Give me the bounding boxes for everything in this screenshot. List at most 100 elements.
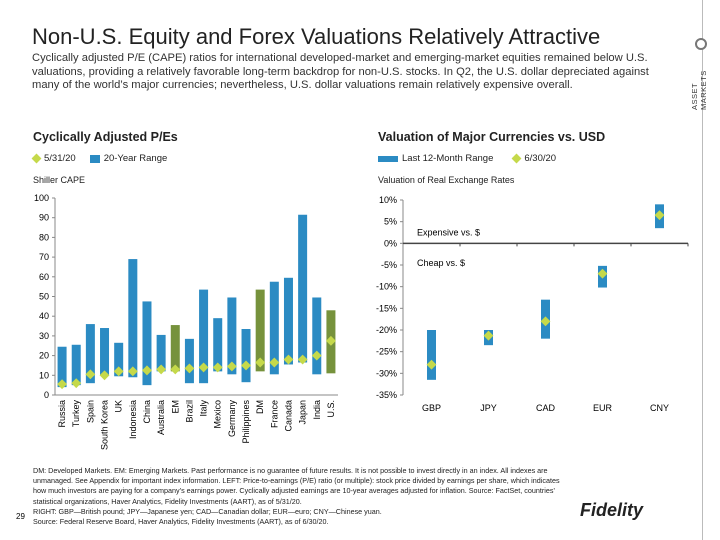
left-y-tick-label: 10 <box>39 370 49 380</box>
right-chart-title: Valuation of Major Currencies vs. USD <box>378 130 606 144</box>
current-marker <box>426 359 437 370</box>
sidebar-divider <box>702 0 703 540</box>
footnote-line: Source: Federal Reserve Board, Haver Ana… <box>33 517 329 527</box>
range-bar-india <box>312 297 322 375</box>
x-tick-label: Spain <box>85 400 95 423</box>
x-tick-label: CAD <box>536 403 556 413</box>
range-bar-canada <box>283 277 293 365</box>
x-tick-label: Indonesia <box>128 400 138 439</box>
left-chart-title: Cyclically Adjusted P/Es <box>33 130 178 144</box>
annotation-cheap: Cheap vs. $ <box>417 258 465 268</box>
footnote-line: DM: Developed Markets. EM: Emerging Mark… <box>33 466 560 506</box>
left-y-tick-label: 50 <box>39 292 49 302</box>
current-marker <box>483 330 494 341</box>
range-bar-italy <box>199 289 209 384</box>
legend-range: 20-Year Range <box>103 153 168 164</box>
range-bar-spain <box>85 324 95 384</box>
left-y-tick-label: 90 <box>39 213 49 223</box>
current-marker <box>241 360 251 371</box>
left-y-tick-label: 100 <box>34 193 49 203</box>
range-bar-russia <box>57 346 67 388</box>
range-bar-france <box>269 281 279 375</box>
current-marker <box>325 335 336 346</box>
right-y-tick-label: -5% <box>381 260 397 270</box>
current-marker <box>255 357 266 368</box>
x-tick-label: GBP <box>422 403 441 413</box>
right-legend: Last 12-Month Range 6/30/20 <box>378 153 556 164</box>
x-tick-label: Japan <box>298 400 308 425</box>
left-y-tick-label: 0 <box>44 390 49 400</box>
range-bar-brazil <box>184 338 194 384</box>
left-y-tick-label: 40 <box>39 311 49 321</box>
right-y-tick-label: 5% <box>384 217 397 227</box>
x-tick-label: South Korea <box>100 400 110 450</box>
current-marker <box>226 361 237 372</box>
range-bar-turkey <box>71 344 81 386</box>
range-bar-indonesia <box>128 259 138 378</box>
current-marker <box>597 268 608 279</box>
annotation-expensive: Expensive vs. $ <box>417 228 480 238</box>
range-bar-uk <box>114 342 124 377</box>
left-y-tick-label: 60 <box>39 272 49 282</box>
current-marker <box>297 354 308 365</box>
right-y-tick-label: 0% <box>384 238 397 248</box>
right-y-tick-label: -15% <box>376 303 397 313</box>
current-marker <box>156 364 167 375</box>
right-y-tick-label: -20% <box>376 325 397 335</box>
fidelity-logo: Fidelity <box>580 500 643 521</box>
current-marker <box>311 350 322 361</box>
range-bar-china <box>142 301 152 386</box>
x-tick-label: CNY <box>650 403 669 413</box>
page-title: Non-U.S. Equity and Forex Valuations Rel… <box>32 24 601 49</box>
legend-range: Last 12-Month Range <box>402 153 494 164</box>
footnote: DM: Developed Markets. EM: Emerging Mark… <box>33 466 573 527</box>
x-tick-label: Germany <box>227 400 237 438</box>
range-bar-mexico <box>213 318 223 372</box>
x-tick-label: DM <box>255 400 265 414</box>
x-tick-label: Canada <box>283 400 293 432</box>
current-marker <box>127 366 138 377</box>
right-y-tick-label: -30% <box>376 368 397 378</box>
x-tick-label: Turkey <box>71 400 81 428</box>
range-bar-gbp <box>427 330 436 380</box>
legend-current: 6/30/20 <box>524 153 557 164</box>
right-y-tick-label: -35% <box>376 390 397 400</box>
current-marker <box>184 363 195 374</box>
current-marker <box>540 316 551 327</box>
range-bar-australia <box>156 334 166 372</box>
left-y-tick-label: 80 <box>39 232 49 242</box>
x-tick-label: Russia <box>57 400 67 428</box>
page-subtitle: Cyclically adjusted P/E (CAPE) ratios fo… <box>32 52 649 91</box>
x-tick-label: JPY <box>480 403 497 413</box>
current-marker <box>198 362 209 373</box>
x-tick-label: India <box>312 400 322 420</box>
x-tick-label: Australia <box>156 400 166 435</box>
range-bar-southkorea <box>100 328 110 376</box>
x-tick-label: France <box>269 400 279 428</box>
legend-current: 5/31/20 <box>44 153 76 164</box>
range-bar-japan <box>298 214 308 363</box>
legend-range-swatch <box>378 155 398 162</box>
current-marker <box>654 210 665 221</box>
x-tick-label: China <box>142 400 152 424</box>
footnote-line: RIGHT: GBP—British pound; JPY—Japanese y… <box>33 506 382 516</box>
left-y-label: Shiller CAPE <box>33 175 86 185</box>
x-tick-label: Philippines <box>241 400 251 444</box>
range-bar-dm <box>255 289 265 372</box>
x-tick-label: Italy <box>199 400 209 417</box>
left-legend: 5/31/20 20-Year Range <box>31 153 168 164</box>
right-y-tick-label: -25% <box>376 347 397 357</box>
x-tick-label: UK <box>114 400 124 413</box>
current-marker <box>170 364 181 375</box>
x-tick-label: U.S. <box>326 400 336 418</box>
sidebar-circle-icon <box>695 38 707 50</box>
left-y-tick-label: 30 <box>39 331 49 341</box>
current-marker <box>142 365 152 376</box>
right-y-label: Valuation of Real Exchange Rates <box>378 175 515 185</box>
x-tick-label: Brazil <box>184 400 194 423</box>
charts-canvas: 0 10 20 30 40 50 60 70 80 90 100 Russia Turkey Spain S… <box>34 193 689 450</box>
current-marker <box>212 362 223 373</box>
left-y-tick-label: 20 <box>39 351 49 361</box>
range-bar-philippines <box>241 329 251 383</box>
left-y-tick-label: 70 <box>39 252 49 262</box>
